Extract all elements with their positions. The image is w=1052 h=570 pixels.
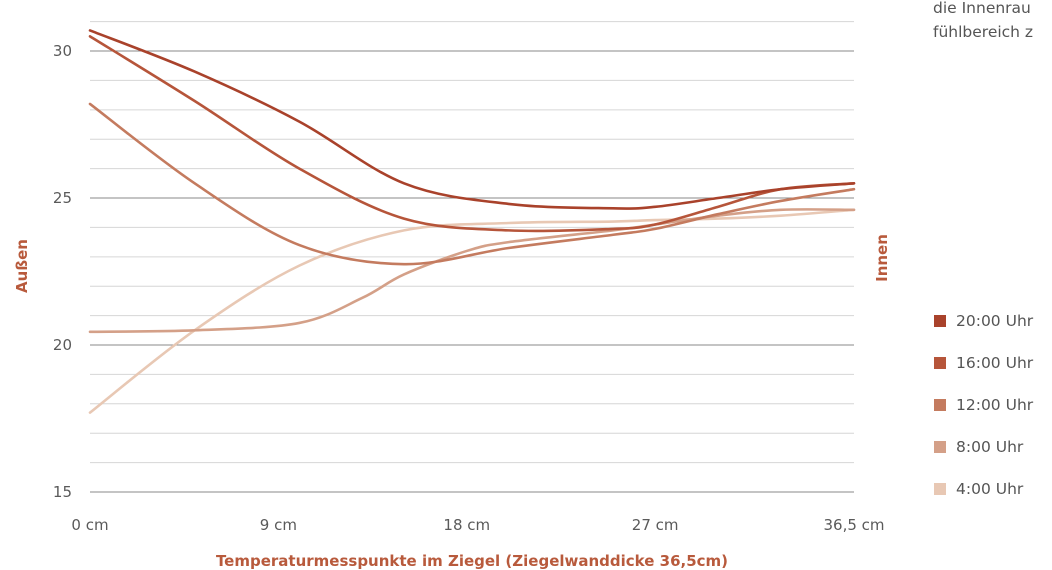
legend-item[interactable]: 12:00 Uhr (934, 384, 1033, 426)
legend-swatch (934, 357, 946, 369)
legend-item[interactable]: 4:00 Uhr (934, 468, 1033, 510)
legend-label: 12:00 Uhr (956, 396, 1034, 414)
series-lines (88, 29, 856, 414)
y-axis-title-right: Innen (873, 234, 891, 282)
y-tick-label: 25 (53, 189, 72, 207)
y-tick-label: 30 (53, 42, 72, 60)
legend-label: 4:00 Uhr (956, 480, 1024, 498)
x-tick-label: 27 cm (632, 516, 679, 534)
x-tick-label: 9 cm (260, 516, 297, 534)
annotation-line-2: fühlbereich z (933, 23, 1034, 41)
temperature-line-chart: 15 20 25 30 0 cm 9 cm 18 cm 27 cm 36,5 cm Tempe… (13, 21, 891, 570)
legend-item[interactable]: 16:00 Uhr (934, 342, 1033, 384)
legend-swatch (934, 315, 946, 327)
series-line (88, 208, 856, 414)
annotation-line-1: die Innenrau (933, 0, 1031, 17)
legend-item[interactable]: 20:00 Uhr (934, 300, 1033, 342)
x-axis-title: Temperaturmesspunkte im Ziegel (Ziegelwa… (216, 552, 728, 570)
legend-swatch (934, 483, 946, 495)
y-tick-label: 20 (53, 336, 72, 354)
y-tick-label: 15 (53, 483, 72, 501)
x-tick-label: 0 cm (71, 516, 108, 534)
x-tick-label: 36,5 cm (823, 516, 884, 534)
series-line (88, 29, 856, 210)
legend-label: 20:00 Uhr (956, 312, 1034, 330)
gridlines (90, 21, 854, 493)
legend: 20:00 Uhr 16:00 Uhr 12:00 Uhr 8:00 Uhr 4… (934, 300, 1033, 510)
y-axis-ticks: 15 20 25 30 (53, 42, 72, 501)
x-tick-label: 18 cm (443, 516, 490, 534)
legend-item[interactable]: 8:00 Uhr (934, 426, 1033, 468)
legend-swatch (934, 399, 946, 411)
x-axis-ticks: 0 cm 9 cm 18 cm 27 cm 36,5 cm (71, 516, 884, 534)
series-line (88, 102, 856, 266)
y-axis-title-left: Außen (13, 239, 31, 293)
legend-label: 16:00 Uhr (956, 354, 1034, 372)
series-line (88, 35, 856, 233)
legend-swatch (934, 441, 946, 453)
series-line (88, 208, 856, 334)
legend-label: 8:00 Uhr (956, 438, 1024, 456)
clipped-annotation-text: die Innenrau fühlbereich z (933, 0, 1052, 44)
